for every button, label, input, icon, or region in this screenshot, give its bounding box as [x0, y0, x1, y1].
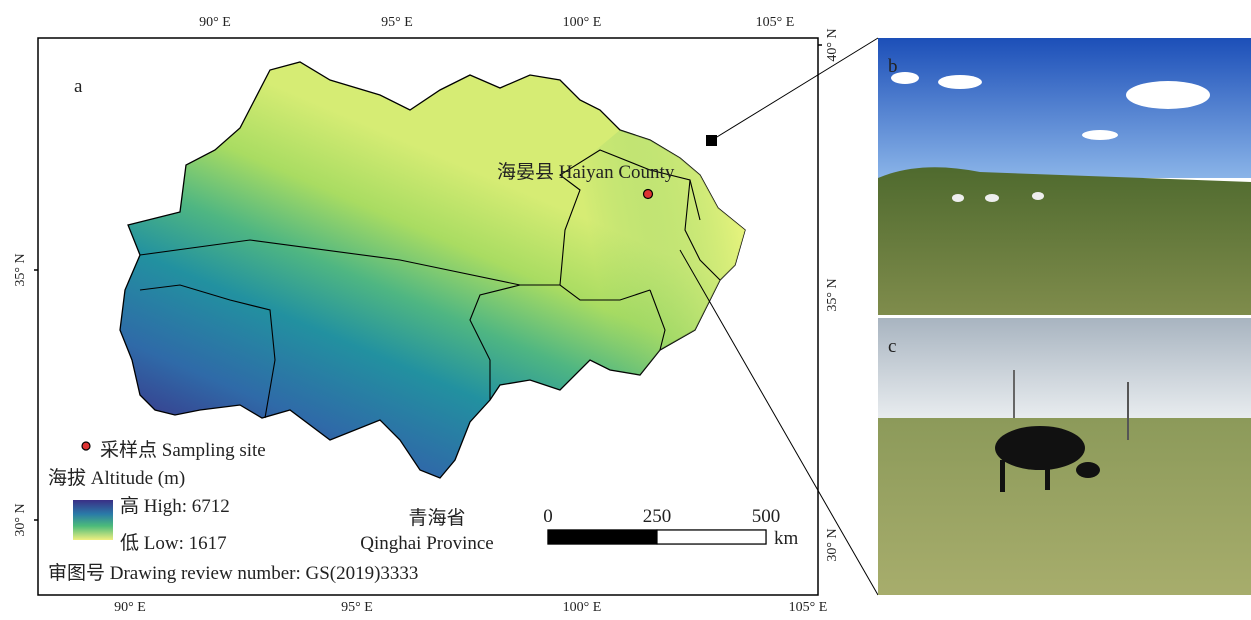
lon-label: 90° E [199, 15, 231, 30]
lat-label: 35° N [13, 253, 28, 286]
review-number: 审图号 Drawing review number: GS(2019)3333 [48, 562, 418, 584]
lat-label: 35° N [825, 278, 840, 311]
yak-head [1076, 462, 1100, 478]
legend-site-marker [82, 442, 90, 450]
lon-label: 100° E [563, 600, 602, 615]
scale-segment [548, 530, 657, 544]
lon-label: 105° E [756, 15, 795, 30]
scale-segment [657, 530, 766, 544]
sky [878, 318, 1251, 418]
cloud [1126, 81, 1210, 109]
sheep [1032, 192, 1044, 200]
photo-c: c [878, 318, 1251, 595]
lon-label: 105° E [789, 600, 828, 615]
lat-label: 30° N [825, 528, 840, 561]
figure: 90° E 95° E 100° E 105° E 90° E 95° E 10… [0, 0, 1251, 615]
province-cn: 青海省 [408, 507, 465, 529]
yak-leg [1045, 460, 1050, 490]
lon-label: 100° E [563, 15, 602, 30]
photo-label: b [888, 56, 898, 77]
lon-label: 95° E [341, 600, 373, 615]
province-en: Qinghai Province [360, 533, 494, 554]
legend-low: 低 Low: 1617 [120, 532, 227, 554]
legend-swatch [73, 500, 113, 540]
cloud [1082, 130, 1118, 140]
site-marker [644, 190, 653, 199]
panel-label: a [74, 76, 83, 97]
grassland [878, 167, 1251, 315]
yak-leg [1000, 460, 1005, 492]
site-label: 海晏县 Haiyan County [497, 161, 675, 183]
lat-label: 40° N [825, 28, 840, 61]
sheep [952, 194, 964, 202]
lon-label: 90° E [114, 600, 146, 615]
scale-tick-label: 500 [752, 506, 781, 527]
locator-square [706, 135, 717, 146]
lon-label: 95° E [381, 15, 413, 30]
scale-unit: km [774, 528, 799, 549]
legend-site: 采样点 Sampling site [100, 439, 266, 461]
scale-tick-label: 250 [643, 506, 672, 527]
photo-b: b [878, 38, 1251, 315]
lat-label: 30° N [13, 503, 28, 536]
sheep [985, 194, 999, 202]
sky [878, 38, 1251, 178]
cloud [938, 75, 982, 89]
yak [995, 426, 1085, 470]
legend-high: 高 High: 6712 [120, 495, 230, 517]
scale-tick-label: 0 [543, 506, 553, 527]
legend-altitude-title: 海拔 Altitude (m) [48, 467, 185, 489]
photo-label: c [888, 336, 896, 357]
